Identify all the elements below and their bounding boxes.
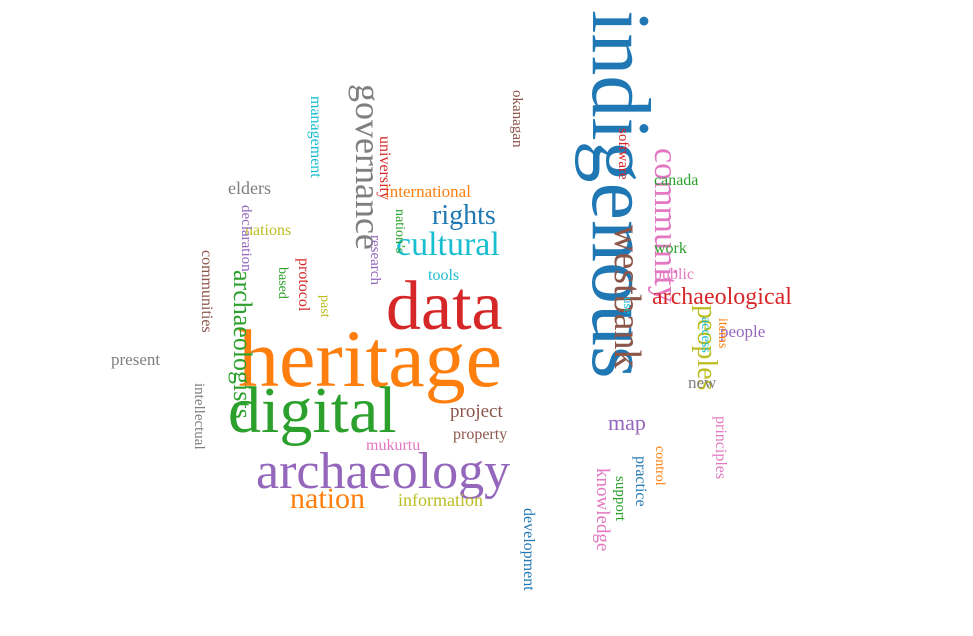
word-rights: rights (432, 200, 496, 231)
word-cultural: cultural (396, 226, 500, 263)
word-control: control (652, 446, 667, 486)
word-information: information (398, 490, 483, 510)
word-protocol: protocol (295, 258, 312, 312)
word-nation-s: nation’s (392, 209, 407, 254)
word-software: software (615, 128, 631, 180)
word-support: support (612, 476, 628, 521)
word-project: project (450, 401, 503, 422)
word-work: work (654, 240, 687, 257)
word-communities: communities (198, 250, 215, 333)
word-okanagan: okanagan (509, 90, 525, 148)
word-use: use (621, 297, 636, 315)
word-intellectual: intellectual (191, 383, 207, 450)
word-access: access (698, 317, 713, 353)
word-nations: nations (245, 222, 292, 239)
word-mukurtu: mukurtu (366, 437, 421, 454)
word-international: international (385, 182, 471, 201)
word-people: people (720, 322, 766, 341)
word-knowledge: knowledge (592, 468, 613, 552)
word-principles: principles (712, 416, 729, 480)
word-canada: canada (654, 172, 699, 189)
word-tools: tools (428, 267, 460, 284)
word-research: research (367, 235, 383, 285)
word-management: management (307, 96, 324, 178)
word-map: map (608, 410, 646, 435)
word-development: development (520, 508, 537, 591)
word-archaeology: archaeology (256, 443, 511, 500)
word-new: new (688, 373, 717, 392)
word-data: data (386, 268, 503, 345)
word-digital: digital (228, 374, 397, 447)
word-nation: nation (290, 482, 365, 515)
word-property: property (453, 426, 508, 443)
word-items: items (715, 318, 730, 349)
word-based: based (275, 267, 290, 299)
word-university: university (376, 136, 393, 200)
word-heritage: heritage (238, 313, 503, 404)
word-archaeologists: archaeologists (228, 270, 257, 419)
word-practice: practice (632, 456, 649, 507)
word-declaration: declaration (238, 205, 254, 272)
word-archaeological: archaeological (652, 284, 792, 310)
word-public: public (654, 266, 694, 283)
word-present: present (111, 350, 161, 369)
word-elders: elders (228, 178, 271, 198)
word-past: past (317, 295, 332, 318)
